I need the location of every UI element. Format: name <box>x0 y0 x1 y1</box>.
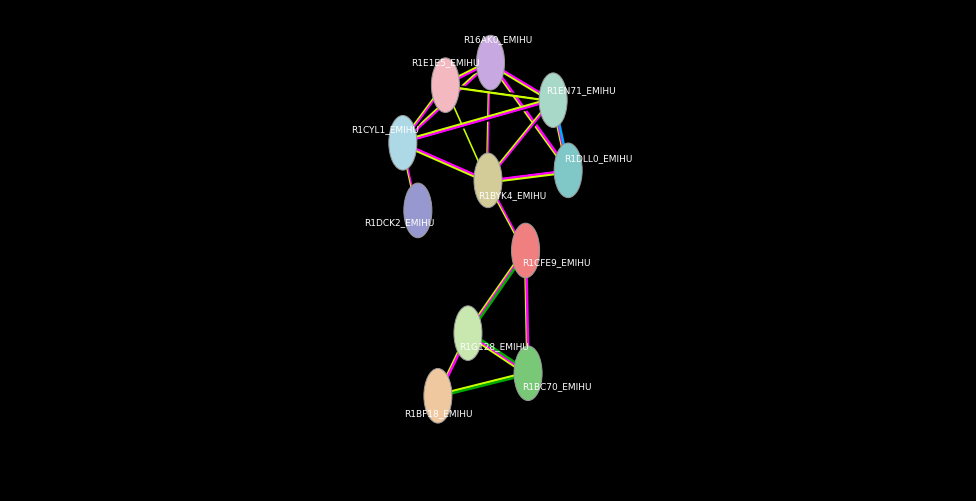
Text: R1E1E5_EMIHU: R1E1E5_EMIHU <box>411 58 479 67</box>
Ellipse shape <box>511 223 540 278</box>
Ellipse shape <box>539 73 567 128</box>
Text: R1BC70_EMIHU: R1BC70_EMIHU <box>522 382 591 391</box>
Ellipse shape <box>388 115 417 170</box>
Text: R1DCK2_EMIHU: R1DCK2_EMIHU <box>364 218 434 227</box>
Text: R1BF18_EMIHU: R1BF18_EMIHU <box>404 409 472 418</box>
Text: R1BYK4_EMIHU: R1BYK4_EMIHU <box>478 191 547 200</box>
Text: R1EN71_EMIHU: R1EN71_EMIHU <box>546 86 616 95</box>
Ellipse shape <box>474 153 502 208</box>
Text: R1DLL0_EMIHU: R1DLL0_EMIHU <box>564 154 632 163</box>
Ellipse shape <box>514 346 542 401</box>
Ellipse shape <box>424 368 452 423</box>
Ellipse shape <box>554 143 583 198</box>
Text: R1CYL1_EMIHU: R1CYL1_EMIHU <box>351 125 420 134</box>
Text: R1G128_EMIHU: R1G128_EMIHU <box>459 342 529 351</box>
Ellipse shape <box>476 35 505 90</box>
Ellipse shape <box>454 306 482 361</box>
Text: R1CFE9_EMIHU: R1CFE9_EMIHU <box>522 259 590 268</box>
Text: R16AK0_EMIHU: R16AK0_EMIHU <box>464 36 533 45</box>
Ellipse shape <box>431 58 460 113</box>
Ellipse shape <box>404 183 432 238</box>
